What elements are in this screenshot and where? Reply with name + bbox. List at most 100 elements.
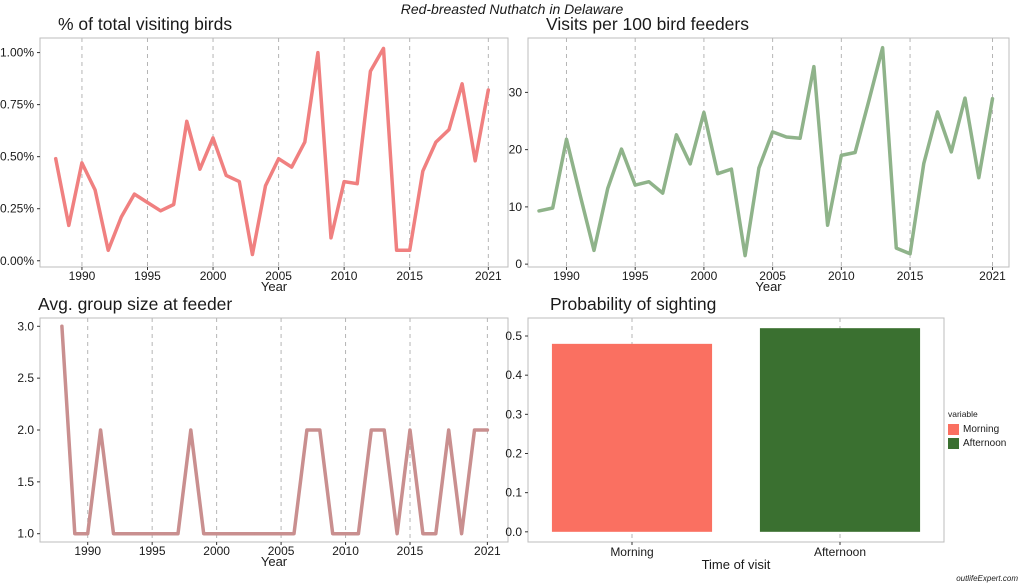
pct-point-2014	[395, 249, 398, 252]
probability-y-tick-label-2: 0.2	[505, 446, 522, 460]
group-size-point-2002	[241, 532, 244, 535]
pct-point-2019	[460, 82, 464, 86]
visits-point-1998	[675, 133, 678, 136]
group-size-point-1991	[99, 428, 102, 432]
group-size-point-1989	[73, 532, 77, 535]
probability-y-tick-label-0: 0.0	[505, 525, 522, 539]
visits-x-tick-label-2000: 2000	[691, 269, 718, 283]
group-size-point-2001	[228, 532, 231, 535]
group-size-point-1992	[112, 532, 115, 535]
watermark: outlifeExpert.com	[956, 574, 1018, 583]
visits-point-1991	[579, 194, 582, 197]
pct-point-1993	[120, 215, 123, 219]
pct-point-2007	[303, 140, 306, 144]
pct-point-1990	[80, 161, 84, 165]
group-size-point-2020	[473, 428, 476, 432]
pct-point-2009	[329, 236, 333, 240]
visits-point-2006	[785, 135, 788, 139]
probability-y-tick-label-3: 0.3	[505, 407, 522, 421]
pct-point-1995	[146, 201, 149, 204]
group-size-x-tick-label-2000: 2000	[203, 544, 230, 558]
group-size-point-2017	[434, 532, 437, 535]
group-size-x-tick-label-2010: 2010	[332, 544, 359, 558]
panel-title-probability: Probability of sighting	[550, 294, 717, 314]
visits-point-2015	[908, 252, 912, 255]
legend-swatch-morning	[948, 423, 959, 435]
pct-point-2021	[487, 88, 490, 92]
group-size-point-2008	[318, 428, 321, 432]
pct-y-tick-label-3: 0.75%	[0, 98, 34, 112]
visits-x-tick-label-1995: 1995	[622, 269, 649, 283]
pct-x-tick-label-2021: 2021	[475, 269, 502, 283]
visits-point-1990	[565, 138, 568, 141]
pct-x-tick-label-2005: 2005	[265, 269, 292, 283]
group-size-point-2016	[421, 532, 425, 535]
pct-x-tick-label-2015: 2015	[396, 269, 423, 283]
visits-point-2008	[812, 65, 816, 68]
visits-point-2013	[881, 46, 884, 49]
pct-point-1992	[107, 249, 110, 252]
pct-point-1991	[93, 188, 97, 192]
group-size-y-tick-label-4: 3.0	[17, 319, 34, 333]
group-size-point-2019	[460, 532, 463, 535]
group-size-point-2021	[486, 428, 489, 432]
pct-point-1989	[67, 224, 71, 227]
visits-point-1999	[689, 162, 692, 166]
visits-panel-frame	[527, 37, 1010, 268]
visits-point-2002	[730, 167, 733, 171]
legend-item-afternoon: Afternoon	[948, 436, 1006, 450]
visits-point-2003	[743, 254, 747, 257]
group-size-point-2005	[279, 532, 283, 535]
pct-point-1994	[133, 192, 136, 196]
group-size-point-1990	[86, 532, 89, 535]
pct-point-2006	[290, 165, 293, 169]
visits-point-2011	[853, 151, 857, 154]
visits-x-tick-label-2021: 2021	[979, 269, 1006, 283]
visits-point-2010	[840, 154, 843, 157]
visits-point-1995	[634, 183, 637, 187]
visits-series-line	[537, 45, 995, 258]
probability-panel-frame	[527, 317, 945, 543]
group-size-point-1996	[163, 532, 167, 535]
group-size-y-tick-label-1: 1.5	[17, 475, 34, 489]
pct-point-2005	[277, 157, 280, 160]
visits-point-2020	[977, 176, 980, 179]
group-size-point-2006	[292, 532, 296, 535]
pct-point-2012	[369, 70, 372, 73]
group-size-point-2014	[395, 532, 399, 535]
visits-point-2004	[757, 166, 761, 170]
pct-point-2010	[342, 180, 346, 183]
pct-point-2011	[356, 182, 359, 185]
probability-bar-afternoon	[759, 328, 921, 532]
group-size-point-1993	[125, 532, 128, 535]
group-size-point-1997	[176, 532, 180, 535]
pct-point-1999	[198, 168, 202, 171]
visits-point-2000	[702, 111, 706, 114]
pct-x-tick-label-1990: 1990	[69, 269, 96, 283]
pct-x-tick-label-1995: 1995	[134, 269, 161, 283]
group-size-point-2015	[408, 428, 412, 432]
probability-x-tick-label-morning: Morning	[610, 545, 653, 559]
panel-title-visits: Visits per 100 bird feeders	[546, 14, 749, 34]
figure-title: Red-breasted Nuthatch in Delaware	[400, 1, 624, 17]
visits-point-2021	[991, 97, 994, 100]
pct-point-2018	[447, 128, 451, 131]
visits-point-2005	[771, 130, 774, 134]
group-size-x-tick-label-2015: 2015	[397, 544, 424, 558]
group-size-point-1998	[189, 428, 192, 432]
legend-label-morning: Morning	[963, 423, 1000, 435]
group-size-point-2007	[305, 428, 309, 432]
probability-x-tick-label-afternoon: Afternoon	[814, 545, 866, 559]
group-size-x-tick-label-1995: 1995	[139, 544, 166, 558]
probability-y-tick-label-4: 0.4	[505, 368, 522, 382]
visits-point-2014	[895, 246, 898, 250]
pct-y-tick-label-1: 0.25%	[0, 202, 34, 216]
visits-x-tick-label-2005: 2005	[759, 269, 786, 283]
group-size-point-2004	[267, 532, 270, 535]
legend: variable Morning Afternoon	[948, 409, 1006, 450]
group-size-x-axis-label: Year	[261, 554, 288, 569]
legend-label-afternoon: Afternoon	[963, 437, 1007, 449]
pct-point-2001	[225, 174, 228, 177]
visits-y-tick-label-1: 10	[509, 200, 523, 214]
